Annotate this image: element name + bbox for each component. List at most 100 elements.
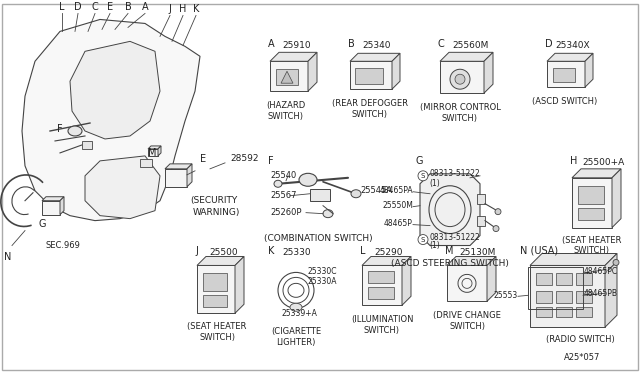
Text: 25540: 25540 bbox=[270, 171, 296, 180]
Text: M: M bbox=[445, 246, 454, 256]
Text: 25130M: 25130M bbox=[459, 247, 495, 257]
Bar bbox=[556, 273, 572, 285]
Text: J: J bbox=[168, 4, 172, 15]
Bar bbox=[276, 69, 298, 85]
Text: (SEAT HEATER
SWITCH): (SEAT HEATER SWITCH) bbox=[188, 322, 246, 341]
Text: (DRIVE CHANGE
SWITCH): (DRIVE CHANGE SWITCH) bbox=[433, 311, 501, 331]
Polygon shape bbox=[420, 174, 480, 246]
Polygon shape bbox=[148, 149, 158, 156]
Text: A25*057: A25*057 bbox=[564, 353, 600, 362]
Polygon shape bbox=[42, 197, 64, 201]
Text: G: G bbox=[415, 156, 422, 166]
Text: 25550M: 25550M bbox=[382, 201, 413, 210]
Text: 25500: 25500 bbox=[209, 247, 237, 257]
Bar bbox=[203, 273, 227, 291]
Text: 25340: 25340 bbox=[362, 41, 390, 50]
Polygon shape bbox=[392, 53, 400, 89]
Bar bbox=[578, 186, 604, 204]
Polygon shape bbox=[547, 61, 585, 87]
Text: H: H bbox=[570, 156, 577, 166]
Text: 48465P: 48465P bbox=[384, 219, 413, 228]
Polygon shape bbox=[530, 266, 605, 327]
Text: C: C bbox=[92, 3, 99, 13]
Polygon shape bbox=[487, 256, 496, 301]
Text: 25560M: 25560M bbox=[452, 41, 488, 50]
Text: (1): (1) bbox=[429, 241, 440, 250]
Text: H: H bbox=[179, 4, 187, 15]
Circle shape bbox=[455, 74, 465, 84]
Polygon shape bbox=[235, 256, 244, 313]
Text: 48465PB: 48465PB bbox=[584, 289, 618, 298]
Circle shape bbox=[418, 171, 428, 181]
Polygon shape bbox=[197, 266, 235, 313]
Polygon shape bbox=[270, 52, 317, 61]
Text: 25260P: 25260P bbox=[270, 208, 301, 217]
Polygon shape bbox=[547, 53, 593, 61]
Polygon shape bbox=[484, 52, 493, 93]
Ellipse shape bbox=[68, 126, 82, 136]
Ellipse shape bbox=[323, 210, 333, 218]
Polygon shape bbox=[42, 201, 60, 215]
Text: (1): (1) bbox=[429, 179, 440, 188]
Polygon shape bbox=[350, 53, 400, 61]
Text: D: D bbox=[74, 3, 82, 13]
Polygon shape bbox=[22, 19, 200, 221]
Text: (HAZARD
SWITCH): (HAZARD SWITCH) bbox=[266, 101, 306, 121]
Bar bbox=[203, 295, 227, 307]
Text: 28592: 28592 bbox=[230, 154, 259, 163]
Text: (CIGARETTE
LIGHTER): (CIGARETTE LIGHTER) bbox=[271, 327, 321, 347]
Polygon shape bbox=[447, 256, 496, 266]
Text: 25339+A: 25339+A bbox=[282, 309, 318, 318]
Text: (ASCD SWITCH): (ASCD SWITCH) bbox=[532, 97, 598, 106]
Text: N (USA): N (USA) bbox=[520, 246, 558, 256]
Bar bbox=[368, 272, 394, 283]
Bar bbox=[310, 189, 330, 201]
Text: K: K bbox=[193, 4, 199, 15]
Text: F: F bbox=[268, 156, 274, 166]
Text: F: F bbox=[57, 124, 63, 134]
Polygon shape bbox=[440, 61, 484, 93]
Text: (COMBINATION SWITCH): (COMBINATION SWITCH) bbox=[264, 234, 372, 243]
Polygon shape bbox=[572, 178, 612, 228]
Text: 48465PC: 48465PC bbox=[584, 267, 618, 276]
Text: N: N bbox=[4, 253, 12, 263]
Text: 25910: 25910 bbox=[282, 41, 310, 50]
Polygon shape bbox=[350, 61, 392, 89]
Polygon shape bbox=[187, 164, 192, 187]
Text: 25567: 25567 bbox=[270, 191, 296, 200]
Ellipse shape bbox=[299, 173, 317, 186]
Polygon shape bbox=[281, 71, 293, 83]
Text: J: J bbox=[195, 246, 198, 256]
Bar bbox=[576, 307, 592, 317]
Text: 08313-51222: 08313-51222 bbox=[429, 169, 480, 178]
Polygon shape bbox=[165, 164, 192, 169]
Bar bbox=[576, 291, 592, 303]
Text: L: L bbox=[60, 3, 65, 13]
Polygon shape bbox=[572, 169, 621, 178]
Polygon shape bbox=[530, 253, 617, 266]
Polygon shape bbox=[197, 256, 244, 266]
Text: (MIRROR CONTROL
SWITCH): (MIRROR CONTROL SWITCH) bbox=[420, 103, 500, 122]
Circle shape bbox=[495, 209, 501, 215]
Text: (SECURITY: (SECURITY bbox=[190, 196, 237, 205]
Bar bbox=[536, 307, 552, 317]
Bar bbox=[578, 208, 604, 219]
Text: 25553: 25553 bbox=[493, 291, 518, 300]
Text: 25500+A: 25500+A bbox=[582, 158, 624, 167]
Bar bbox=[553, 68, 575, 82]
Ellipse shape bbox=[351, 190, 361, 198]
Polygon shape bbox=[402, 256, 411, 305]
Bar bbox=[477, 216, 485, 225]
Text: 25330A: 25330A bbox=[308, 277, 337, 286]
Text: M: M bbox=[148, 148, 157, 158]
Polygon shape bbox=[447, 266, 487, 301]
Polygon shape bbox=[308, 52, 317, 91]
Text: (RADIO SWITCH): (RADIO SWITCH) bbox=[546, 335, 614, 344]
Text: 25330C: 25330C bbox=[308, 267, 337, 276]
Circle shape bbox=[418, 235, 428, 244]
Polygon shape bbox=[362, 256, 411, 266]
Text: S: S bbox=[421, 173, 425, 179]
Polygon shape bbox=[270, 61, 308, 91]
Text: K: K bbox=[268, 246, 275, 256]
Polygon shape bbox=[85, 156, 160, 219]
